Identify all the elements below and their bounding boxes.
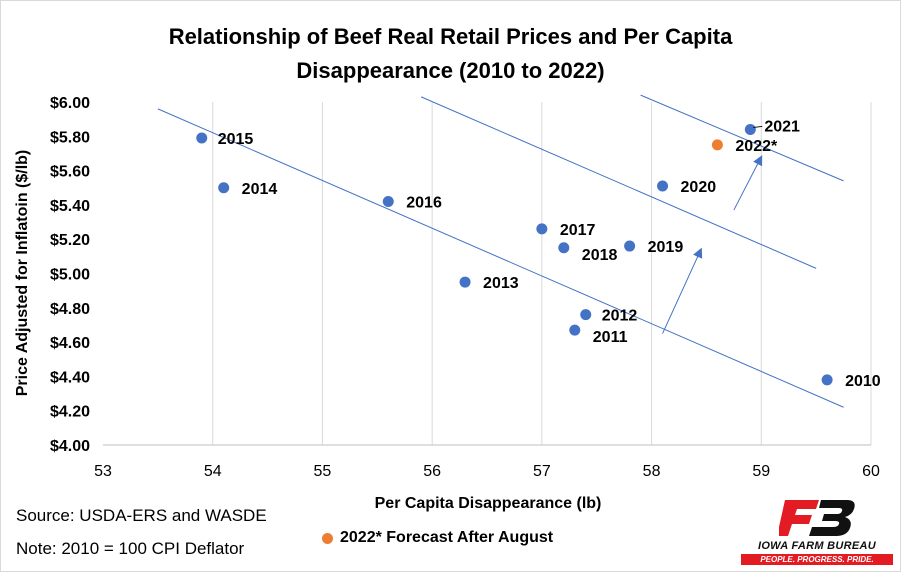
y-tick-label: $5.40 (50, 198, 90, 215)
legend: 2022* Forecast After August (322, 529, 553, 547)
source-note: Source: USDA-ERS and WASDE (16, 506, 267, 525)
trend-line (157, 108, 844, 408)
x-tick-label: 59 (752, 463, 770, 480)
y-tick-label: $4.00 (50, 438, 90, 455)
data-label: 2012 (602, 308, 638, 325)
data-point (580, 309, 592, 321)
data-label: 2015 (218, 131, 254, 148)
data-point (821, 374, 833, 386)
iowa-farm-bureau-logo: IOWA FARM BUREAU PEOPLE. PROGRESS. PRIDE… (741, 496, 893, 566)
data-label: 2020 (681, 179, 717, 196)
chart-title-line-1: Relationship of Beef Real Retail Prices … (168, 24, 733, 49)
trend-arrow (733, 155, 763, 211)
data-point (624, 240, 636, 252)
trend-arrow (662, 247, 703, 334)
y-tick-label: $5.00 (50, 267, 90, 284)
x-tick-label: 53 (94, 463, 112, 480)
x-tick-label: 55 (314, 463, 332, 480)
data-label: 2016 (406, 194, 442, 211)
data-point (657, 180, 669, 192)
legend-marker (322, 532, 333, 544)
data-point (711, 139, 723, 151)
y-tick-label: $4.80 (50, 301, 90, 318)
y-tick-label: $5.60 (50, 164, 90, 181)
data-label: 2022* (735, 138, 778, 155)
data-point (218, 182, 230, 194)
data-point (536, 223, 548, 235)
y-tick-label: $4.20 (50, 404, 90, 421)
y-tick-label: $4.60 (50, 335, 90, 352)
data-label-leader (753, 125, 763, 128)
data-point (382, 195, 394, 207)
data-point (569, 324, 581, 336)
chart-title-line-2: Disappearance (2010 to 2022) (296, 58, 605, 83)
x-axis-label: Per Capita Disappearance (lb) (375, 495, 602, 512)
data-point (558, 242, 570, 254)
data-point (744, 123, 756, 135)
logo-name: IOWA FARM BUREAU (757, 540, 877, 552)
data-label: 2010 (845, 373, 881, 390)
data-label: 2019 (648, 239, 684, 256)
y-tick-label: $4.40 (50, 369, 90, 386)
data-point (459, 276, 471, 288)
data-label: 2013 (483, 275, 519, 292)
y-tick-label: $5.20 (50, 232, 90, 249)
deflator-note: Note: 2010 = 100 CPI Deflator (16, 539, 245, 558)
trend-line (640, 94, 844, 182)
y-tick-label: $6.00 (50, 95, 90, 112)
data-label: 2014 (242, 181, 278, 198)
x-tick-label: 56 (423, 463, 441, 480)
data-label: 2011 (593, 329, 628, 346)
trend-line (420, 96, 817, 269)
x-tick-label: 57 (533, 463, 551, 480)
fb-logo-icon (779, 500, 855, 536)
data-label: 2021 (764, 118, 800, 135)
data-point (196, 132, 208, 144)
x-tick-label: 58 (643, 463, 661, 480)
y-tick-label: $5.80 (50, 129, 90, 146)
logo-tagline: PEOPLE. PROGRESS. PRIDE. (741, 554, 893, 565)
x-tick-label: 54 (204, 463, 222, 480)
y-axis-label: Price Adjusted for Inflatoin ($/lb) (14, 150, 31, 397)
x-tick-label: 60 (862, 463, 880, 480)
data-label: 2017 (560, 222, 596, 239)
data-label: 2018 (582, 247, 618, 264)
legend-label: 2022* Forecast After August (340, 529, 554, 546)
